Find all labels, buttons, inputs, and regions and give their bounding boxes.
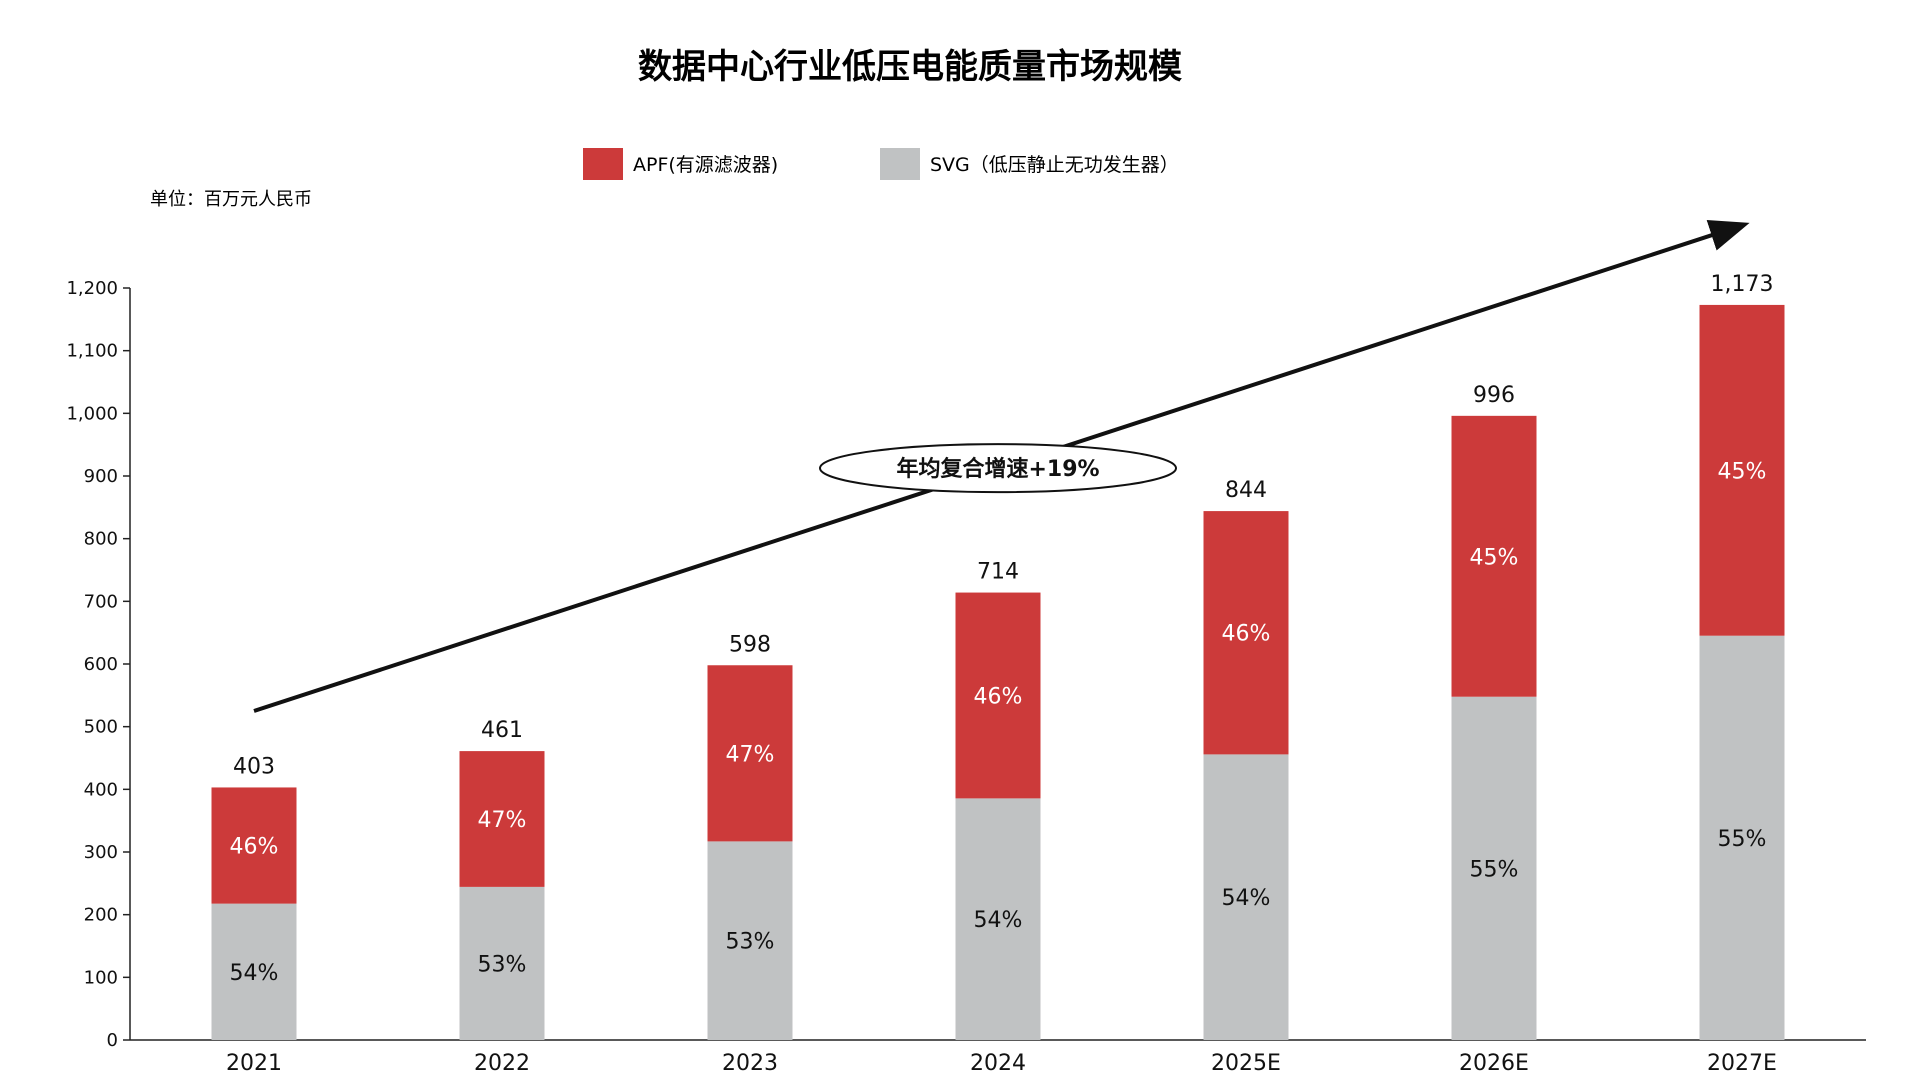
y-tick-label: 200 bbox=[84, 905, 118, 926]
bar-segment-apf bbox=[1699, 304, 1785, 636]
y-tick-label: 300 bbox=[84, 842, 118, 863]
segment-label-svg: 54% bbox=[230, 961, 279, 986]
legend-label-svg: SVG（低压静止无功发生器） bbox=[930, 154, 1179, 176]
bar-total-label: 714 bbox=[977, 560, 1019, 585]
bar-total-label: 461 bbox=[481, 718, 523, 743]
bar-segment-svg bbox=[1203, 754, 1289, 1040]
bar-segment-apf bbox=[955, 592, 1041, 799]
y-tick-label: 1,000 bbox=[66, 403, 118, 424]
legend-swatch-svg bbox=[880, 148, 920, 180]
y-tick-label: 800 bbox=[84, 529, 118, 550]
y-tick-label: 700 bbox=[84, 591, 118, 612]
y-tick-label: 900 bbox=[84, 466, 118, 487]
segment-label-svg: 53% bbox=[726, 930, 775, 955]
segment-label-apf: 47% bbox=[726, 742, 775, 767]
bar-segment-apf bbox=[211, 787, 297, 904]
bar-segment-svg bbox=[459, 886, 545, 1040]
bar-total-label: 598 bbox=[729, 632, 771, 657]
x-tick-label: 2025E bbox=[1211, 1051, 1281, 1076]
bar-segment-apf bbox=[1203, 511, 1289, 755]
y-tick-label: 1,200 bbox=[66, 278, 118, 299]
x-tick-label: 2021 bbox=[226, 1051, 282, 1076]
bar-segment-apf bbox=[459, 751, 545, 887]
segment-label-apf: 45% bbox=[1470, 545, 1519, 570]
segment-label-apf: 46% bbox=[974, 684, 1023, 709]
segment-label-apf: 46% bbox=[1222, 622, 1271, 647]
bar-total-label: 1,173 bbox=[1711, 272, 1774, 297]
y-ticks: 0 100 200 300 400 500 600 700 800 900 1,000 1,100 1,… bbox=[66, 278, 130, 1051]
segment-label-svg: 53% bbox=[478, 952, 527, 977]
legend-label-apf: APF(有源滤波器) bbox=[633, 154, 778, 176]
x-tick-label: 2027E bbox=[1707, 1051, 1777, 1076]
y-tick-label: 500 bbox=[84, 717, 118, 738]
segment-label-svg: 55% bbox=[1470, 857, 1519, 882]
segment-label-apf: 47% bbox=[478, 808, 527, 833]
bar-segment-svg bbox=[955, 798, 1041, 1040]
bars: 54% 46% 403 2021 53% 47% 461 2022 53% 47% 598 2023 5… bbox=[211, 272, 1785, 1076]
y-tick-label: 1,100 bbox=[66, 341, 118, 362]
cagr-annotation: 年均复合增速+19% bbox=[253, 220, 1750, 713]
segment-label-svg: 55% bbox=[1718, 827, 1767, 852]
x-tick-label: 2024 bbox=[970, 1051, 1026, 1076]
segment-label-apf: 45% bbox=[1718, 459, 1767, 484]
unit-label: 单位：百万元人民币 bbox=[150, 189, 312, 210]
cagr-label: 年均复合增速+19% bbox=[896, 456, 1099, 482]
bar-segment-svg bbox=[707, 841, 793, 1040]
chart-title: 数据中心行业低压电能质量市场规模 bbox=[638, 47, 1182, 87]
y-tick-label: 400 bbox=[84, 779, 118, 800]
y-tick-label: 100 bbox=[84, 967, 118, 988]
x-tick-label: 2022 bbox=[474, 1051, 530, 1076]
bar-segment-svg bbox=[1699, 635, 1785, 1040]
y-tick-label: 0 bbox=[107, 1030, 118, 1051]
cagr-ellipse bbox=[819, 443, 1177, 494]
segment-label-svg: 54% bbox=[1222, 886, 1271, 911]
bar-segment-apf bbox=[1451, 415, 1537, 697]
x-tick-label: 2026E bbox=[1459, 1051, 1529, 1076]
bar-total-label: 403 bbox=[233, 754, 275, 779]
bar-segment-apf bbox=[707, 665, 793, 842]
legend-swatch-apf bbox=[583, 148, 623, 180]
bar-total-label: 996 bbox=[1473, 383, 1515, 408]
bar-total-label: 844 bbox=[1225, 478, 1267, 503]
bar-segment-svg bbox=[1451, 696, 1537, 1040]
y-tick-label: 600 bbox=[84, 654, 118, 675]
segment-label-apf: 46% bbox=[230, 835, 279, 860]
x-tick-label: 2023 bbox=[722, 1051, 778, 1076]
legend: APF(有源滤波器) SVG（低压静止无功发生器） bbox=[583, 148, 1179, 180]
bar-segment-svg bbox=[211, 903, 297, 1040]
segment-label-svg: 54% bbox=[974, 908, 1023, 933]
